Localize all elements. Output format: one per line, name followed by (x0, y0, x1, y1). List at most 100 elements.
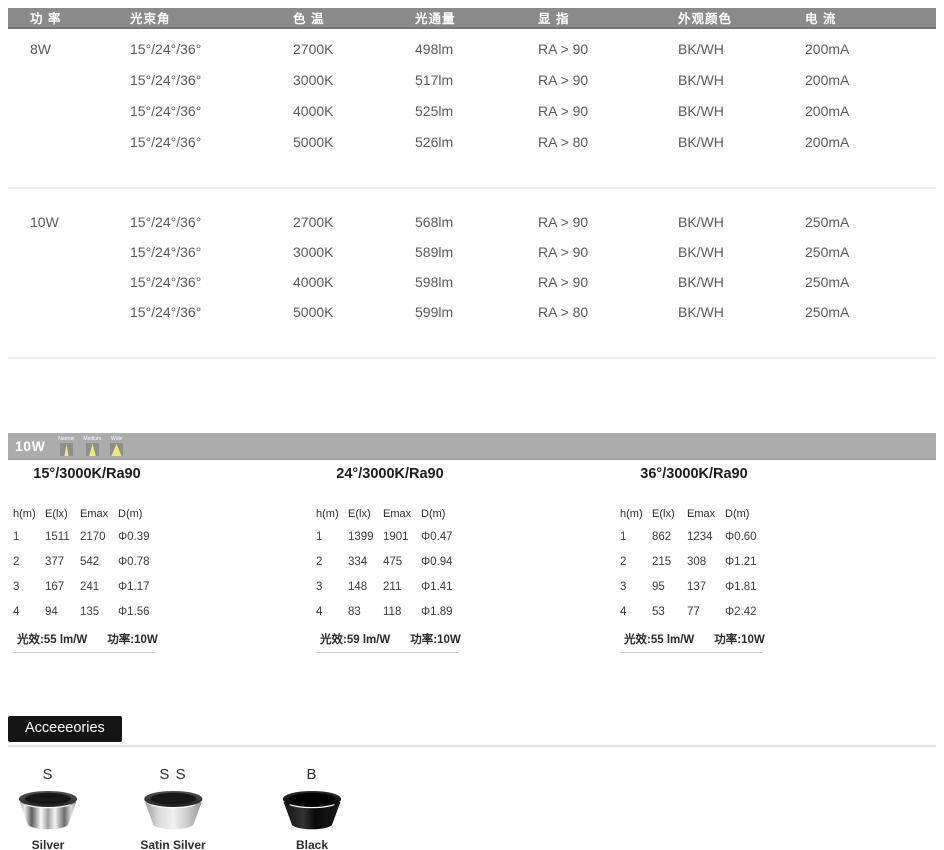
photometric-footer: 光效:55 lm/W 功率:10W (620, 629, 765, 653)
cell-cct: 2700K (293, 214, 334, 230)
table-row: 15°/24°/36° 4000K 525lm RA > 90 BK/WH 20… (8, 95, 936, 126)
accessory-code: S S (159, 766, 187, 783)
accessory-label: Silver (31, 838, 65, 850)
cell-e: 1399 (348, 530, 374, 543)
cell-h: 1 (620, 530, 627, 543)
photometric-body: 1 1399 1901 Φ0.47 2 334 475 Φ0.94 3 148 … (316, 524, 476, 624)
col-emax: Emax (80, 508, 109, 520)
col-h: h(m) (13, 508, 36, 520)
cell-h: 3 (620, 580, 627, 593)
trim-ring-satin-silver-image (142, 786, 204, 833)
photometric-table-15deg: 15°/3000K/Ra90 h(m) E(lx) Emax D(m) 1 15… (13, 466, 173, 653)
cell-beam-angle: 15°/24°/36° (130, 40, 202, 57)
col-d: D(m) (725, 508, 750, 520)
narrow-beam-icon (59, 443, 73, 456)
cell-cct: 2700K (293, 40, 334, 57)
cell-cct: 5000K (293, 133, 334, 150)
cell-flux: 568lm (415, 214, 454, 230)
cell-h: 2 (316, 555, 323, 568)
cell-beam-angle: 15°/24°/36° (130, 274, 202, 290)
cell-emax: 118 (383, 605, 402, 618)
cell-current: 200mA (805, 40, 850, 57)
cell-d: Φ1.81 (725, 580, 757, 593)
wide-beam: Wide (110, 436, 124, 456)
photometric-footer: 光效:55 lm/W 功率:10W (13, 629, 158, 653)
table-row: 3 167 241 Φ1.17 (13, 574, 173, 599)
cell-e: 83 (348, 605, 361, 618)
cell-emax: 137 (687, 580, 707, 593)
cell-d: Φ0.78 (118, 555, 150, 568)
cell-power: 8W (30, 40, 51, 57)
efficacy-value: 光效:55 lm/W (624, 634, 695, 646)
accessory-black: B Black (281, 766, 343, 850)
cell-current: 250mA (805, 214, 850, 230)
medium-beam-icon (85, 443, 99, 456)
table-row: 15°/24°/36° 5000K 599lm RA > 80 BK/WH 25… (8, 297, 936, 327)
cell-h: 1 (316, 530, 323, 543)
col-header-cct: 色 温 (293, 12, 325, 26)
cell-color: BK/WH (678, 214, 724, 230)
accessory-satin-silver: S S Satin Sil (140, 766, 205, 850)
cell-beam-angle: 15°/24°/36° (130, 244, 202, 260)
col-h: h(m) (316, 508, 339, 520)
narrow-beam: Narrow (58, 436, 74, 456)
cell-h: 1 (13, 530, 20, 543)
cell-e: 334 (348, 555, 368, 568)
photometric-title: 24°/3000K/Ra90 (336, 466, 444, 482)
cell-emax: 2170 (80, 530, 106, 543)
cell-color: BK/WH (678, 133, 724, 150)
table-row: 2 334 475 Φ0.94 (316, 549, 476, 574)
spec-group-8w: 8W 15°/24°/36° 2700K 498lm RA > 90 BK/WH… (8, 33, 936, 157)
trim-ring-silver-image (17, 786, 79, 833)
cell-current: 250mA (805, 304, 850, 320)
cell-e: 377 (45, 555, 65, 568)
cell-beam-angle: 15°/24°/36° (130, 304, 202, 320)
accessories-title-badge: Acceeeories (8, 716, 122, 742)
table-row: 8W 15°/24°/36° 2700K 498lm RA > 90 BK/WH… (8, 33, 936, 64)
col-header-current: 电 流 (805, 12, 837, 26)
efficacy-value: 光效:59 lm/W (320, 634, 391, 646)
cell-current: 200mA (805, 71, 850, 88)
cell-cct: 3000K (293, 244, 334, 260)
table-row: 15°/24°/36° 3000K 589lm RA > 90 BK/WH 25… (8, 237, 936, 267)
cell-color: BK/WH (678, 71, 724, 88)
cell-beam-angle: 15°/24°/36° (130, 133, 202, 150)
cell-cri: RA > 90 (538, 102, 589, 119)
cell-e: 148 (348, 580, 368, 593)
cell-current: 250mA (805, 274, 850, 290)
efficacy-value: 光效:55 lm/W (17, 634, 88, 646)
cell-h: 3 (316, 580, 323, 593)
medium-beam: Medium (83, 436, 101, 456)
table-row: 10W 15°/24°/36° 2700K 568lm RA > 90 BK/W… (8, 207, 936, 237)
cell-flux: 498lm (415, 40, 454, 57)
cell-e: 53 (652, 605, 665, 618)
cell-e: 95 (652, 580, 665, 593)
power-value: 功率:10W (107, 634, 158, 646)
cell-color: BK/WH (678, 274, 724, 290)
col-header-power: 功 率 (30, 12, 62, 26)
col-header-flux: 光通量 (415, 12, 456, 26)
cell-h: 4 (316, 605, 323, 618)
cell-cct: 4000K (293, 274, 334, 290)
table-row: 15°/24°/36° 3000K 517lm RA > 90 BK/WH 20… (8, 64, 936, 95)
cell-emax: 542 (80, 555, 100, 568)
beam-band: 10W Narrow Medium Wide (8, 433, 936, 460)
cell-cct: 4000K (293, 102, 334, 119)
divider (8, 187, 936, 189)
table-row: 1 1399 1901 Φ0.47 (316, 524, 476, 549)
cell-color: BK/WH (678, 102, 724, 119)
wide-beam-label: Wide (111, 436, 123, 442)
cell-flux: 598lm (415, 274, 454, 290)
cell-d: Φ0.47 (421, 530, 453, 543)
table-row: 4 94 135 Φ1.56 (13, 599, 173, 624)
table-row: 15°/24°/36° 5000K 526lm RA > 80 BK/WH 20… (8, 126, 936, 157)
cell-d: Φ1.21 (725, 555, 757, 568)
medium-beam-label: Medium (83, 436, 102, 442)
cell-beam-angle: 15°/24°/36° (130, 71, 202, 88)
cell-emax: 135 (80, 605, 100, 618)
cell-h: 4 (620, 605, 627, 618)
cell-h: 4 (13, 605, 20, 618)
accessory-silver: S (17, 766, 79, 850)
accessory-label: Satin Silver (140, 838, 206, 850)
cell-power: 10W (30, 214, 59, 230)
